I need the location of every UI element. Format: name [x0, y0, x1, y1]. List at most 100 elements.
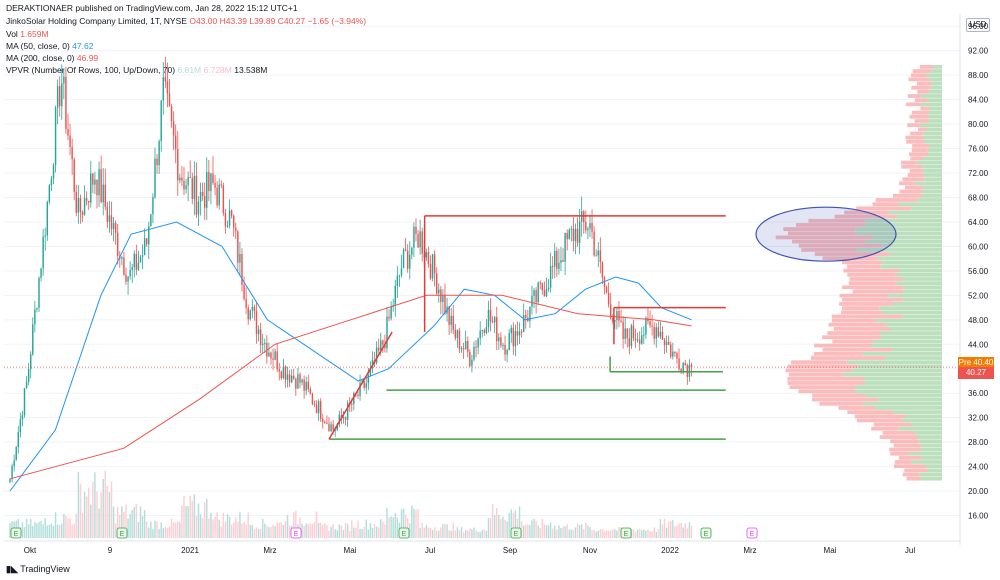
volume-bar — [527, 524, 529, 538]
candle-body — [541, 282, 544, 291]
symbol-name: JinkoSolar Holding Company Limited, 1T, … — [6, 16, 187, 26]
candle-body — [75, 191, 78, 213]
vpvr-up-bar — [897, 214, 942, 219]
vpvr-up-bar — [898, 202, 942, 207]
candle-body — [170, 106, 173, 122]
volume-bar — [148, 527, 150, 538]
volume-bar — [512, 512, 515, 538]
tradingview-logo[interactable]: ▮◣ TradingView — [6, 564, 70, 575]
volume-bar — [390, 516, 392, 538]
vpvr-up-bar — [918, 439, 942, 444]
candle-body — [135, 253, 138, 270]
vpvr-up-bar — [924, 177, 942, 182]
volume-bar — [568, 529, 570, 538]
volume-bar — [243, 522, 245, 538]
volume-bar — [168, 526, 171, 538]
candle-body — [203, 195, 206, 208]
candle-body — [29, 354, 32, 370]
vpvr-down-bar — [871, 426, 899, 431]
candle-body — [450, 315, 452, 325]
vpvr-up-bar — [930, 106, 942, 111]
volume-bar — [21, 522, 24, 538]
candle-body — [438, 289, 440, 294]
candle-body — [630, 325, 633, 347]
volume-bar — [448, 530, 450, 538]
candle-body — [458, 330, 461, 350]
candle-body — [444, 295, 446, 314]
vol-value: 1.659M — [20, 29, 49, 39]
vpvr-up-bar — [923, 185, 942, 190]
volume-bar — [431, 529, 434, 538]
candle-body — [239, 253, 241, 263]
volume-bar — [137, 522, 140, 538]
volume-bar — [201, 518, 204, 538]
candle-body — [616, 310, 618, 321]
volume-bar — [630, 528, 633, 538]
candle-body — [483, 330, 486, 333]
volume-bar — [237, 521, 239, 538]
candle-body — [69, 135, 71, 148]
volume-bar — [342, 529, 345, 538]
y-tick-label: 84.00 — [968, 96, 989, 105]
volume-bar — [607, 530, 610, 538]
volume-bar — [433, 527, 436, 538]
vpvr-down-bar — [911, 85, 931, 90]
currency-badge[interactable]: USD — [966, 18, 990, 32]
candle-body — [587, 228, 589, 231]
candle-body — [228, 210, 231, 226]
volume-bar — [340, 525, 343, 538]
candle-body — [150, 214, 152, 227]
volume-bar — [353, 527, 355, 538]
volume-bar — [104, 470, 107, 538]
candle-body — [125, 274, 127, 282]
vpvr-down-bar — [839, 293, 889, 298]
vpvr-up-bar — [918, 435, 942, 439]
volume-bar — [94, 472, 96, 538]
volume-bar — [36, 523, 38, 538]
volume-bar — [317, 522, 320, 538]
volume-bar — [87, 487, 90, 538]
candle-body — [235, 227, 237, 232]
vpvr-down-bar — [872, 202, 899, 207]
earnings-marker — [746, 527, 758, 539]
candle-body — [489, 309, 492, 322]
vpvr-down-bar — [838, 406, 876, 410]
vpvr-up-bar — [919, 123, 942, 127]
vpvr-down-bar — [914, 119, 929, 123]
candle-body — [139, 256, 142, 263]
candle-body — [255, 311, 258, 334]
earnings-marker — [116, 527, 128, 539]
volume-bar — [348, 530, 351, 538]
volume-bar — [371, 527, 374, 538]
volume-bar — [216, 512, 218, 538]
vpvr-down-bar — [843, 268, 900, 273]
candle-body — [605, 286, 608, 293]
vpvr-down-bar — [791, 360, 847, 365]
candle-body — [448, 306, 450, 325]
candle-body — [73, 159, 75, 192]
vpvr-down-bar — [905, 135, 924, 140]
vpvr-up-bar — [855, 231, 942, 236]
vpvr-up-bar — [929, 114, 942, 119]
vpvr-up-bar — [892, 347, 942, 352]
volume-bar — [462, 532, 465, 538]
y-tick-label: 48.00 — [968, 316, 989, 325]
volume-bar — [605, 530, 608, 538]
volume-bar — [338, 524, 341, 538]
ma50-legend: MA (50, close, 0) 47.62 — [6, 41, 93, 52]
candle-body — [659, 331, 662, 337]
vpvr-down-bar — [787, 231, 856, 236]
vpvr-down-bar — [842, 297, 904, 302]
candle-body — [272, 358, 274, 360]
volume-bar — [591, 530, 593, 538]
earnings-marker — [510, 527, 522, 539]
candle-body — [570, 228, 573, 230]
volume-bar — [404, 514, 407, 538]
volume-bar — [23, 527, 26, 538]
volume-bar — [510, 509, 512, 538]
candle-body — [168, 93, 171, 107]
volume-bar — [419, 527, 421, 538]
volume-bar — [251, 525, 254, 538]
volume-bar — [427, 527, 430, 538]
